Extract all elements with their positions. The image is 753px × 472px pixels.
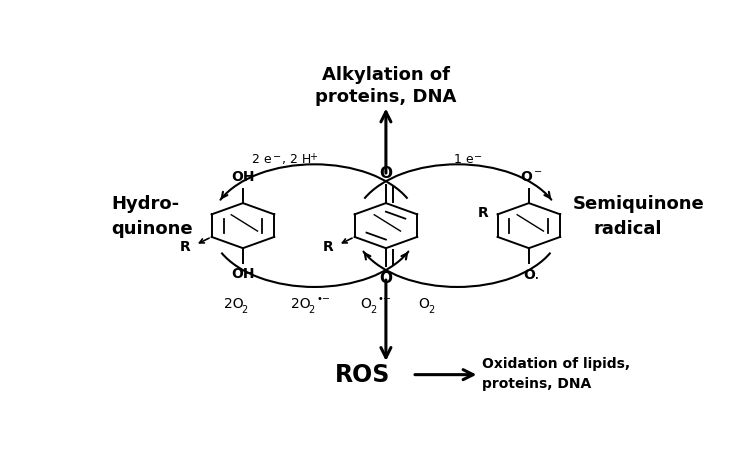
Text: quinone: quinone [111, 220, 194, 238]
Text: , 2 H: , 2 H [282, 152, 311, 166]
Text: O: O [360, 297, 371, 311]
Text: +: + [309, 152, 317, 161]
Text: Alkylation of
proteins, DNA: Alkylation of proteins, DNA [316, 66, 456, 106]
Text: Hydro-: Hydro- [111, 195, 180, 213]
Text: R: R [179, 240, 191, 254]
Text: O$^-$: O$^-$ [520, 170, 543, 184]
Text: 2O: 2O [291, 297, 311, 311]
Text: 2O: 2O [224, 297, 244, 311]
Text: 2: 2 [242, 305, 248, 315]
Text: OH: OH [231, 170, 255, 184]
Text: O: O [419, 297, 429, 311]
Text: OH: OH [231, 267, 255, 281]
Text: radical: radical [593, 220, 662, 238]
Text: 2: 2 [309, 305, 315, 315]
Text: 2: 2 [370, 305, 376, 315]
Text: −: − [474, 152, 482, 161]
Text: 2 e: 2 e [252, 152, 272, 166]
Text: O: O [380, 271, 392, 286]
Text: −: − [273, 152, 281, 161]
Text: O$_\mathbf{\cdot}$: O$_\mathbf{\cdot}$ [523, 267, 540, 281]
Text: ROS: ROS [335, 362, 390, 387]
Text: •−: •− [316, 295, 331, 304]
Text: proteins, DNA: proteins, DNA [482, 378, 591, 391]
Text: R: R [322, 240, 333, 254]
Text: •−: •− [378, 295, 392, 304]
Text: O: O [380, 166, 392, 181]
Text: 1 e: 1 e [454, 152, 474, 166]
Text: Semiquinone: Semiquinone [573, 195, 704, 213]
Text: R: R [477, 205, 489, 219]
Text: 2: 2 [428, 305, 434, 315]
Text: Oxidation of lipids,: Oxidation of lipids, [482, 357, 630, 371]
